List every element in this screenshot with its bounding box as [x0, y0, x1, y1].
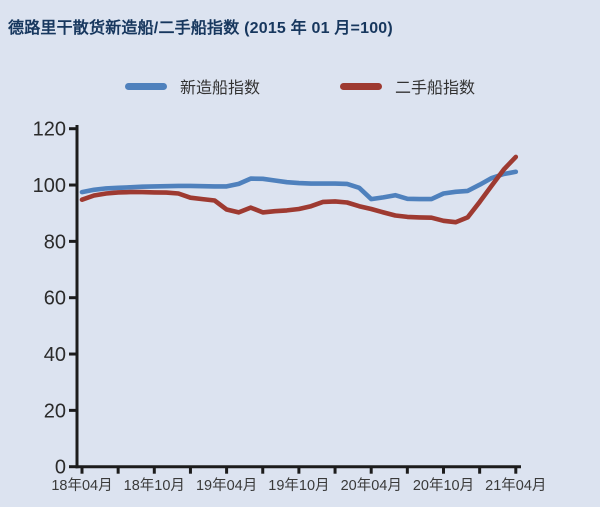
x-axis-tick-label: 20年04月 [341, 477, 402, 494]
x-axis-tick-label: 21年04月 [485, 477, 546, 494]
x-axis-tick-label: 19年04月 [196, 477, 257, 494]
y-axis-tick-label: 0 [55, 457, 66, 479]
x-axis-tick-label: 20年10月 [413, 477, 474, 494]
axes [75, 125, 521, 469]
legend-label-secondhand: 二手船指数 [395, 80, 476, 97]
series-line-newbuilding [79, 169, 519, 202]
x-axis-tick-label: 18年10月 [124, 477, 185, 494]
y-axis-tick-label: 80 [44, 231, 66, 253]
x-axis-tick-label: 19年10月 [268, 477, 329, 494]
y-axis-tick-label: 120 [33, 119, 66, 141]
series-line-secondhand [79, 154, 519, 225]
legend-item-newbuilding: 新造船指数 [124, 74, 260, 98]
secondhand-line-swatch-icon [340, 82, 382, 90]
legend: 新造船指数 二手船指数 [0, 72, 600, 100]
y-axis-ticks: 0 20 40 60 80 100 120 [33, 119, 77, 479]
chart-title: 德路里干散货新造船/二手船指数 (2015 年 01 月=100) [8, 20, 393, 37]
x-axis-tick-label: 18年04月 [51, 477, 112, 494]
y-axis-tick-label: 20 [44, 400, 66, 422]
series-lines [79, 154, 519, 225]
y-axis-tick-label: 40 [44, 344, 66, 366]
newbuilding-line-swatch-icon [124, 82, 167, 90]
legend-item-secondhand: 二手船指数 [340, 74, 475, 98]
legend-label-newbuilding: 新造船指数 [179, 80, 260, 97]
y-axis-tick-label: 60 [44, 288, 66, 310]
y-axis-tick-label: 100 [33, 175, 66, 197]
x-axis-ticks: 18年04月 18年10月 19年04月 19年10月 20年04月 20年10月 21年0… [51, 466, 546, 494]
